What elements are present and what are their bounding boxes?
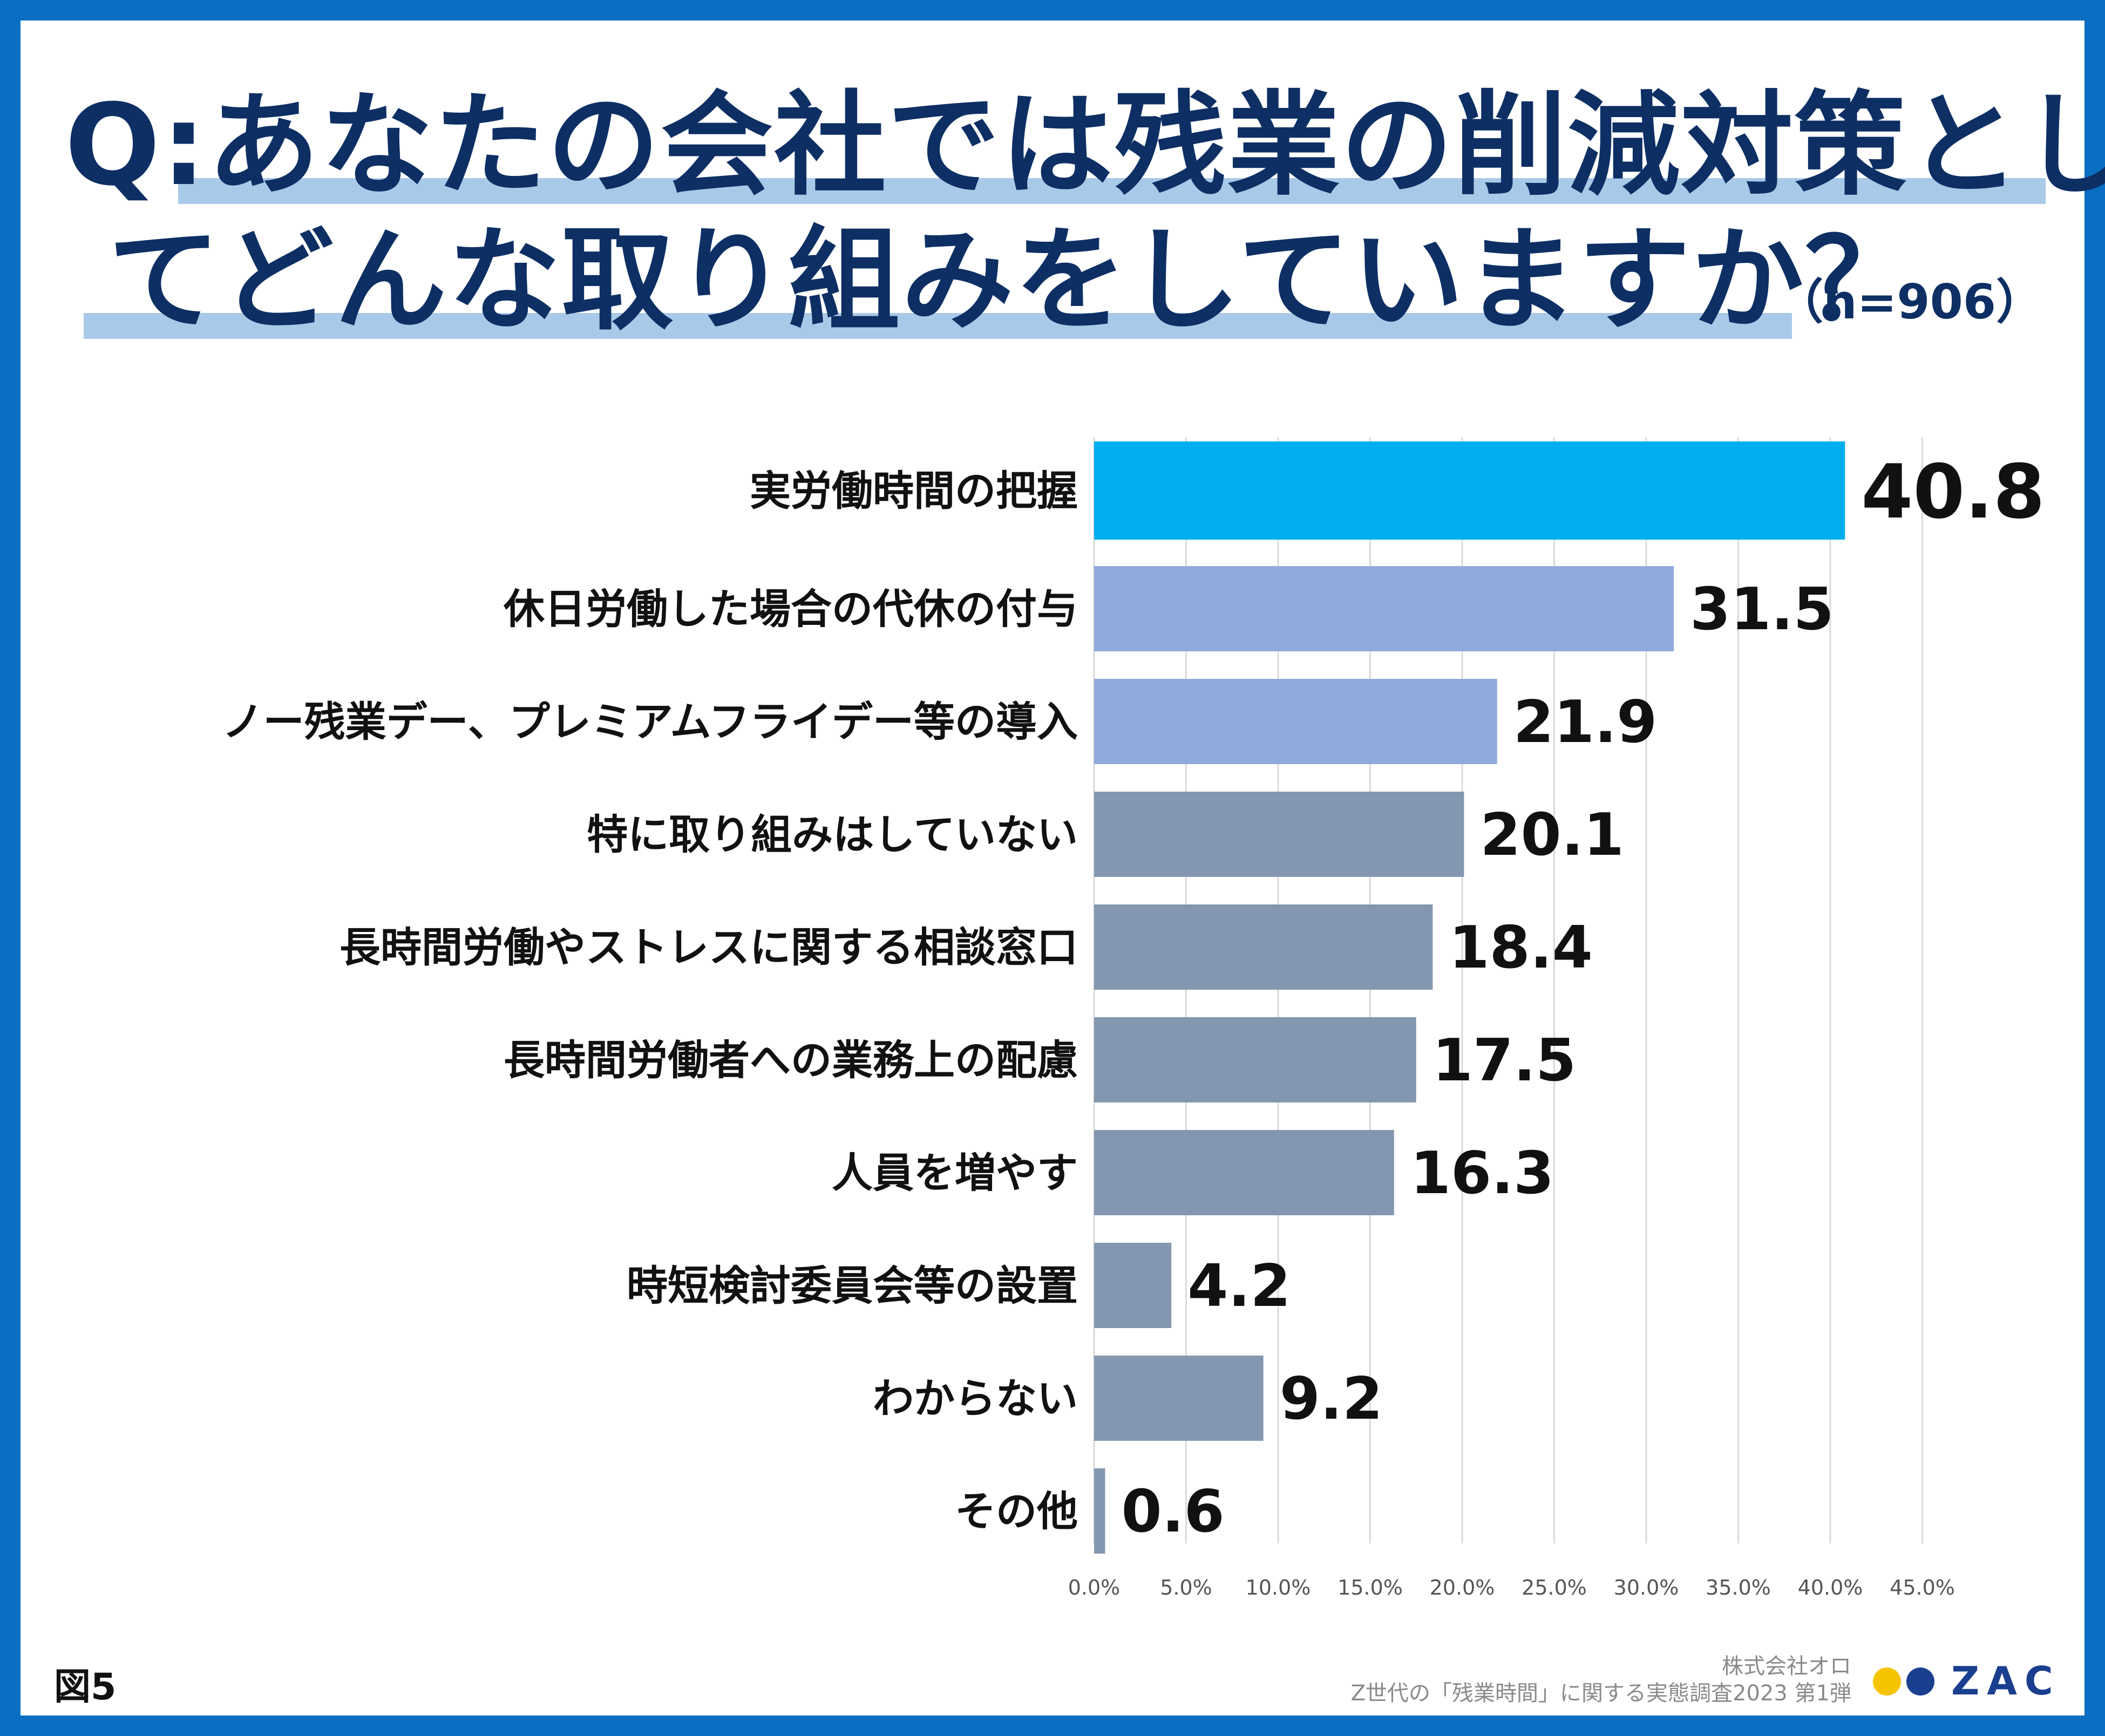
survey-credit: Z世代の「残業時間」に関する実態調査2023 第1弾 (1350, 1681, 1851, 1706)
category-label: 実労働時間の把握 (750, 467, 1078, 515)
category-label: 時短検討委員会等の設置 (627, 1262, 1078, 1310)
bar (1094, 1468, 1105, 1554)
title-highlight-1 (178, 178, 2046, 204)
bar (1094, 1356, 1264, 1441)
bar (1094, 1017, 1416, 1102)
data-label: 40.8 (1861, 448, 2045, 535)
bars (1094, 441, 1845, 1554)
bar (1094, 566, 1674, 651)
x-tick-label: 5.0% (1160, 1576, 1212, 1599)
x-tick-label: 35.0% (1706, 1576, 1771, 1599)
category-label: わからない (873, 1374, 1078, 1422)
x-axis-ticks: 0.0% 5.0% 10.0% 15.0% 20.0% 25.0% 30.0% 35.0% 40… (1068, 1576, 1955, 1599)
category-label: その他 (955, 1487, 1078, 1535)
sample-size: （n=906） (1776, 274, 2044, 330)
logo-blue-dot-icon (1906, 1667, 1934, 1696)
x-tick-label: 45.0% (1890, 1576, 1955, 1599)
bar (1094, 1130, 1394, 1215)
bar (1094, 679, 1497, 764)
logo-yellow-dot-icon (1873, 1667, 1901, 1696)
category-label: 特に取り組みはしていない (587, 811, 1078, 859)
category-label: 長時間労働やストレスに関する相談窓口 (339, 923, 1078, 971)
x-tick-label: 20.0% (1430, 1576, 1495, 1599)
data-label: 21.9 (1513, 689, 1657, 756)
data-label: 18.4 (1449, 914, 1592, 982)
x-tick-label: 10.0% (1246, 1576, 1311, 1599)
title-line-1: Q:あなたの会社では残業の削減対策とし (65, 80, 2105, 211)
category-label: 人員を増やす (832, 1149, 1078, 1197)
category-label: 長時間労働者への業務上の配慮 (504, 1036, 1078, 1084)
category-label: ノー残業デー、プレミアムフライデー等の導入 (222, 698, 1078, 746)
x-tick-label: 15.0% (1337, 1576, 1403, 1599)
title-highlight-2 (84, 313, 1792, 339)
title-line-2: てどんな取り組みをしていますか？ (108, 215, 1918, 346)
bar (1094, 904, 1433, 990)
bar (1094, 792, 1464, 877)
category-labels: 実労働時間の把握休日労働した場合の代休の付与ノー残業デー、プレミアムフライデー等… (222, 467, 1078, 1535)
value-labels: 40.8 31.5 21.9 20.1 18.4 17.5 16.3 4.2 9.2 0.6 (1121, 448, 2045, 1546)
x-tick-label: 30.0% (1614, 1576, 1679, 1599)
x-tick-label: 25.0% (1522, 1576, 1587, 1599)
x-tick-label: 40.0% (1798, 1576, 1863, 1599)
data-label: 17.5 (1432, 1027, 1576, 1094)
data-label: 31.5 (1690, 576, 1834, 643)
data-label: 0.6 (1121, 1478, 1224, 1546)
bar (1094, 1243, 1172, 1328)
data-label: 20.1 (1480, 801, 1624, 869)
data-label: 9.2 (1280, 1365, 1383, 1433)
x-tick-label: 0.0% (1068, 1576, 1121, 1599)
category-label: 休日労働した場合の代休の付与 (503, 585, 1078, 633)
logo-text: ZAC (1951, 1658, 2061, 1704)
data-label: 16.3 (1410, 1140, 1554, 1207)
bar (1094, 441, 1845, 540)
data-label: 4.2 (1187, 1252, 1291, 1320)
figure-label: 図5 (54, 1666, 117, 1708)
company-credit: 株式会社オロ (1722, 1654, 1851, 1679)
